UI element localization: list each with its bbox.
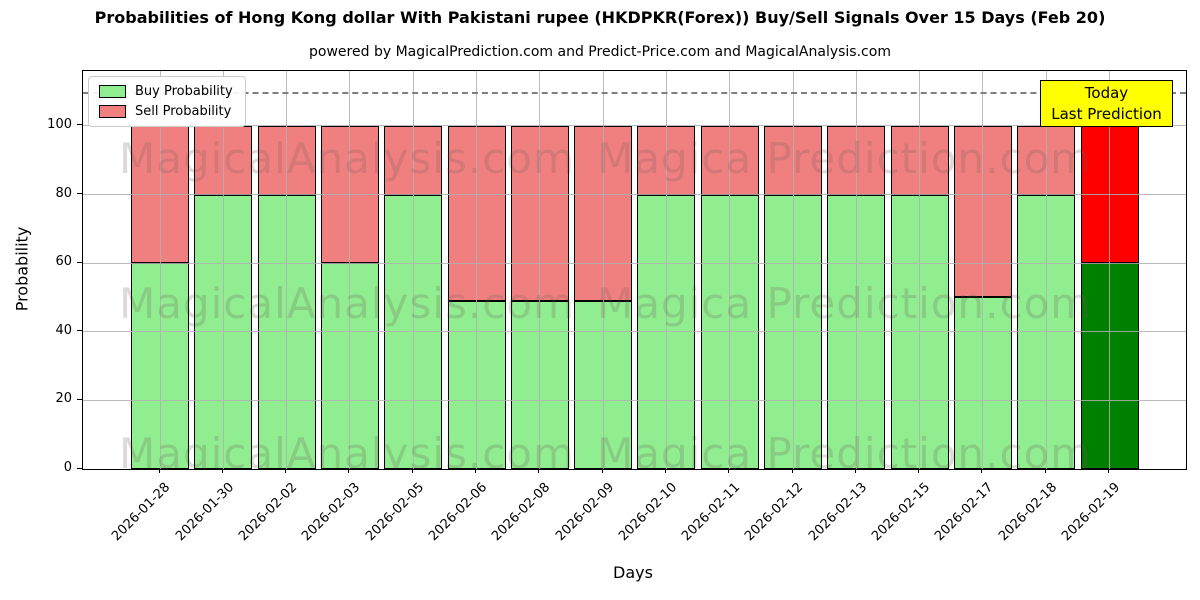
plot-area: MagicalAnalysis.com Magica Prediction.com…: [82, 70, 1187, 470]
y-tick-label: 40: [55, 322, 72, 338]
chart-subtitle: powered by MagicalPrediction.com and Pre…: [309, 44, 891, 60]
y-tick-label: 60: [55, 254, 72, 270]
buy-probability-swatch-icon: [99, 85, 126, 98]
x-tick-label: 2026-02-09: [552, 480, 617, 545]
y-gridline: [83, 468, 1186, 469]
x-tick-label: 2026-01-28: [109, 480, 174, 545]
today-annotation-line1: Today: [1084, 84, 1129, 102]
y-tick-mark: [77, 124, 82, 126]
x-axis-label: Days: [613, 563, 653, 582]
x-tick-label: 2026-02-15: [869, 480, 934, 545]
legend-row-buy: Buy Probability: [99, 84, 233, 99]
x-tick-label: 2026-02-18: [995, 480, 1060, 545]
legend: Buy Probability Sell Probability: [88, 76, 246, 127]
x-gridline: [222, 71, 224, 469]
legend-row-sell: Sell Probability: [99, 104, 233, 119]
x-gridline: [286, 71, 288, 469]
x-tick-label: 2026-02-19: [1059, 480, 1124, 545]
y-tick-mark: [77, 261, 82, 263]
y-tick-label: 80: [55, 185, 72, 201]
x-tick-label: 2026-02-05: [362, 480, 427, 545]
x-tick-mark: [664, 468, 666, 473]
x-gridline: [539, 71, 541, 469]
y-gridline: [83, 399, 1186, 401]
x-gridline: [349, 71, 351, 469]
x-gridline: [919, 71, 921, 469]
x-tick-mark: [1108, 468, 1109, 473]
y-tick-mark: [77, 330, 82, 332]
y-tick-mark: [77, 467, 82, 469]
y-tick-mark: [77, 193, 82, 195]
x-tick-mark: [285, 468, 287, 473]
y-gridline: [83, 194, 1186, 196]
y-tick-label: 20: [55, 391, 72, 407]
y-gridline: [83, 331, 1186, 333]
x-gridline: [982, 71, 984, 469]
x-tick-label: 2026-02-02: [236, 480, 301, 545]
x-tick-mark: [411, 468, 413, 473]
legend-label-sell: Sell Probability: [135, 104, 232, 119]
x-tick-label: 2026-01-30: [172, 480, 237, 545]
x-tick-label: 2026-02-03: [299, 480, 364, 545]
x-gridline: [665, 71, 667, 469]
y-tick-label: 0: [63, 460, 72, 475]
x-tick-mark: [158, 468, 160, 473]
sell-probability-swatch-icon: [99, 105, 126, 118]
y-tick-mark: [77, 398, 82, 400]
x-gridline: [412, 71, 414, 469]
x-tick-label: 2026-02-17: [932, 480, 997, 545]
x-gridline: [792, 71, 794, 469]
x-tick-mark: [918, 468, 920, 473]
x-tick-mark: [221, 468, 223, 473]
x-tick-mark: [601, 468, 603, 473]
x-gridline: [159, 71, 161, 469]
x-tick-mark: [981, 468, 983, 473]
x-gridline: [855, 71, 857, 469]
y-tick-label: 100: [47, 116, 72, 132]
today-annotation-line2: Last Prediction: [1051, 105, 1162, 123]
x-gridline: [602, 71, 604, 469]
x-tick-mark: [475, 468, 476, 473]
today-annotation: Today Last Prediction: [1040, 80, 1173, 127]
x-tick-label: 2026-02-10: [615, 480, 681, 545]
chart-title: Probabilities of Hong Kong dollar With P…: [94, 8, 1106, 27]
x-tick-mark: [854, 468, 856, 473]
x-tick-label: 2026-02-11: [679, 480, 744, 545]
x-gridline: [476, 71, 477, 469]
legend-label-buy: Buy Probability: [135, 84, 233, 99]
x-gridline: [1045, 71, 1047, 469]
x-tick-label: 2026-02-13: [805, 480, 870, 545]
x-tick-label: 2026-02-06: [426, 480, 491, 545]
x-tick-mark: [348, 468, 350, 473]
x-tick-mark: [538, 468, 540, 473]
x-tick-label: 2026-02-08: [489, 480, 554, 545]
x-tick-label: 2026-02-12: [742, 480, 807, 545]
x-tick-mark: [728, 468, 730, 473]
x-gridline: [729, 71, 731, 469]
x-gridline: [1109, 71, 1110, 469]
y-gridline: [83, 125, 1186, 127]
x-tick-mark: [1044, 468, 1046, 473]
dashed-threshold-line: [83, 91, 1186, 94]
x-tick-mark: [791, 468, 793, 473]
y-gridline: [83, 262, 1186, 264]
